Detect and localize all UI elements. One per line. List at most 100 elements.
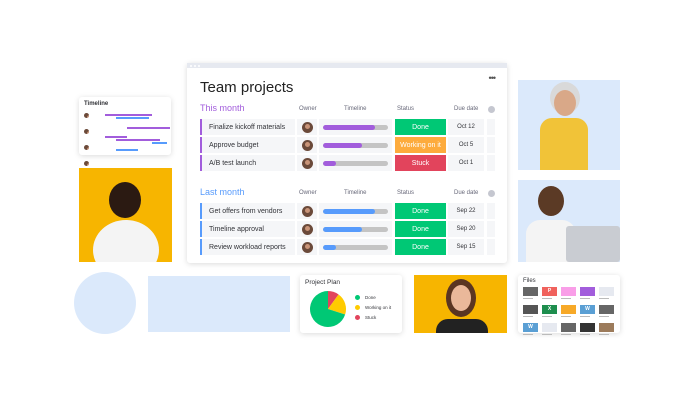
legend-dot <box>355 295 360 300</box>
project-plan-widget: Project Plan Done Working on it Stuck <box>300 275 402 333</box>
owner-cell[interactable] <box>297 119 317 135</box>
file-tile[interactable] <box>542 323 557 337</box>
timeline-cell[interactable] <box>319 239 392 255</box>
file-tile[interactable] <box>561 305 576 319</box>
table-row[interactable]: Review workload reports Done Sep 15 <box>200 239 497 255</box>
item-name[interactable]: Review workload reports <box>200 239 295 255</box>
file-tile[interactable] <box>580 323 595 337</box>
timeline-cell[interactable] <box>319 155 392 171</box>
file-tile[interactable] <box>523 305 538 319</box>
avatar <box>301 241 313 253</box>
due-date[interactable]: Oct 1 <box>448 155 484 171</box>
extra-cell <box>487 203 495 219</box>
status-badge[interactable]: Done <box>395 221 446 237</box>
file-tile[interactable] <box>523 287 538 301</box>
owner-cell[interactable] <box>297 155 317 171</box>
owner-cell[interactable] <box>297 137 317 153</box>
status-badge[interactable]: Working on it <box>395 137 446 153</box>
timeline-cell[interactable] <box>319 119 392 135</box>
column-owner: Owner <box>299 190 317 196</box>
group-title[interactable]: This month <box>200 103 245 113</box>
photo-woman-yellow <box>79 168 172 262</box>
timeline-widget-title: Timeline <box>84 101 109 107</box>
file-thumbnail <box>561 287 576 296</box>
item-name[interactable]: Timeline approval <box>200 221 295 237</box>
legend-dot <box>355 305 360 310</box>
table-row[interactable]: Get offers from vendors Done Sep 22 <box>200 203 497 219</box>
file-tile[interactable] <box>561 323 576 337</box>
add-column-icon[interactable] <box>488 190 495 197</box>
table-row[interactable]: Timeline approval Done Sep 20 <box>200 221 497 237</box>
file-thumbnail: X <box>542 305 557 314</box>
column-due-date: Due date <box>454 106 479 112</box>
group-title[interactable]: Last month <box>200 187 245 197</box>
add-column-icon[interactable] <box>488 106 495 113</box>
decor-circle <box>74 272 136 334</box>
avatar <box>84 161 89 166</box>
item-name[interactable]: Get offers from vendors <box>200 203 295 219</box>
due-date[interactable]: Sep 20 <box>448 221 484 237</box>
status-badge[interactable]: Done <box>395 119 446 135</box>
status-badge[interactable]: Done <box>395 203 446 219</box>
avatar <box>84 145 89 150</box>
due-date[interactable]: Sep 22 <box>448 203 484 219</box>
file-tile[interactable] <box>599 305 614 319</box>
status-badge[interactable]: Done <box>395 239 446 255</box>
timeline-bar <box>127 127 170 129</box>
timeline-cell[interactable] <box>319 221 392 237</box>
table-row[interactable]: Finalize kickoff materials Done Oct 12 <box>200 119 497 135</box>
avatar <box>301 139 313 151</box>
extra-cell <box>487 137 495 153</box>
pie-slice-done <box>310 291 346 327</box>
file-tile[interactable]: P <box>542 287 557 301</box>
status-badge[interactable]: Stuck <box>395 155 446 171</box>
file-thumbnail <box>580 323 595 332</box>
extra-cell <box>487 239 495 255</box>
file-tile[interactable]: X <box>542 305 557 319</box>
owner-cell[interactable] <box>297 221 317 237</box>
files-title: Files <box>523 278 536 284</box>
file-thumbnail <box>580 287 595 296</box>
file-thumbnail <box>561 323 576 332</box>
item-name[interactable]: A/B test launch <box>200 155 295 171</box>
file-tile[interactable] <box>580 287 595 301</box>
due-date[interactable]: Oct 5 <box>448 137 484 153</box>
file-tile[interactable] <box>599 287 614 301</box>
file-thumbnail: W <box>580 305 595 314</box>
pie-slice-working-on-it <box>328 294 346 315</box>
table-row[interactable]: A/B test launch Stuck Oct 1 <box>200 155 497 171</box>
timeline-cell[interactable] <box>319 203 392 219</box>
laptop <box>566 226 620 262</box>
avatar <box>301 121 313 133</box>
timeline-bar <box>323 142 388 148</box>
file-tile[interactable] <box>599 323 614 337</box>
files-widget: Files P X W W <box>518 275 620 335</box>
timeline-bar <box>323 226 388 232</box>
timeline-cell[interactable] <box>319 137 392 153</box>
legend-item: Working on it <box>355 305 391 310</box>
avatar <box>301 223 313 235</box>
avatar <box>84 129 89 134</box>
due-date[interactable]: Sep 15 <box>448 239 484 255</box>
legend-item: Done <box>355 295 391 300</box>
pie-slice-stuck <box>328 291 339 309</box>
column-timeline: Timeline <box>344 190 367 196</box>
window-bar <box>187 63 507 68</box>
photo-woman-pointing <box>414 275 507 333</box>
owner-cell[interactable] <box>297 239 317 255</box>
file-tile[interactable]: W <box>523 323 538 337</box>
file-tile[interactable]: W <box>580 305 595 319</box>
table-row[interactable]: Approve budget Working on it Oct 5 <box>200 137 497 153</box>
item-name[interactable]: Approve budget <box>200 137 295 153</box>
extra-cell <box>487 119 495 135</box>
due-date[interactable]: Oct 12 <box>448 119 484 135</box>
file-tile[interactable] <box>561 287 576 301</box>
item-name[interactable]: Finalize kickoff materials <box>200 119 295 135</box>
column-status: Status <box>397 106 415 112</box>
timeline-bar <box>323 244 388 250</box>
timeline-bar <box>116 149 138 151</box>
extra-cell <box>487 221 495 237</box>
owner-cell[interactable] <box>297 203 317 219</box>
ellipsis-icon[interactable]: ••• <box>488 73 497 83</box>
board-title: Team projects <box>200 79 294 96</box>
